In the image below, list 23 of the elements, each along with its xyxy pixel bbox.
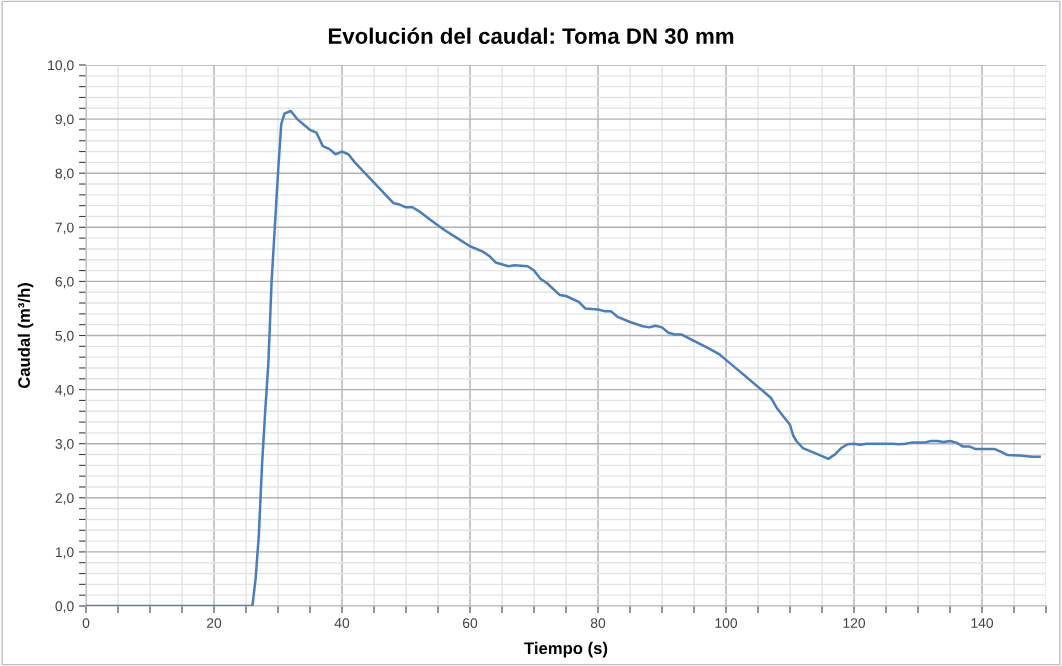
chart-title: Evolución del caudal: Toma DN 30 mm (328, 27, 734, 44)
y-axis-title: Caudal (m³/h) (17, 283, 34, 389)
x-axis-title: Tiempo (s) (524, 641, 608, 658)
y-tick-label: 8,0 (55, 168, 74, 181)
y-tick-label: 2,0 (55, 493, 74, 505)
x-tick-label: 20 (206, 618, 222, 629)
x-tick-label: 140 (971, 618, 994, 629)
x-tick-label: 40 (334, 618, 350, 629)
x-tick-label: 120 (843, 618, 866, 629)
y-tick-label: 7,0 (55, 222, 74, 235)
y-tick-label: 0,0 (55, 601, 74, 613)
y-tick-label: 3,0 (55, 439, 74, 451)
y-tick-label: 6,0 (55, 276, 74, 289)
x-tick-label: 80 (590, 618, 606, 629)
y-tick-label: 9,0 (55, 114, 74, 126)
x-tick-label: 60 (462, 618, 478, 629)
line-series (86, 109, 1041, 606)
x-tick-label: 100 (715, 618, 738, 629)
x-tick-label: 0 (82, 618, 90, 629)
y-tick-label: 1,0 (55, 547, 74, 559)
y-tick-label: 5,0 (55, 330, 74, 343)
y-tick-label: 10,0 (48, 60, 74, 72)
y-tick-label: 4,0 (55, 384, 74, 397)
